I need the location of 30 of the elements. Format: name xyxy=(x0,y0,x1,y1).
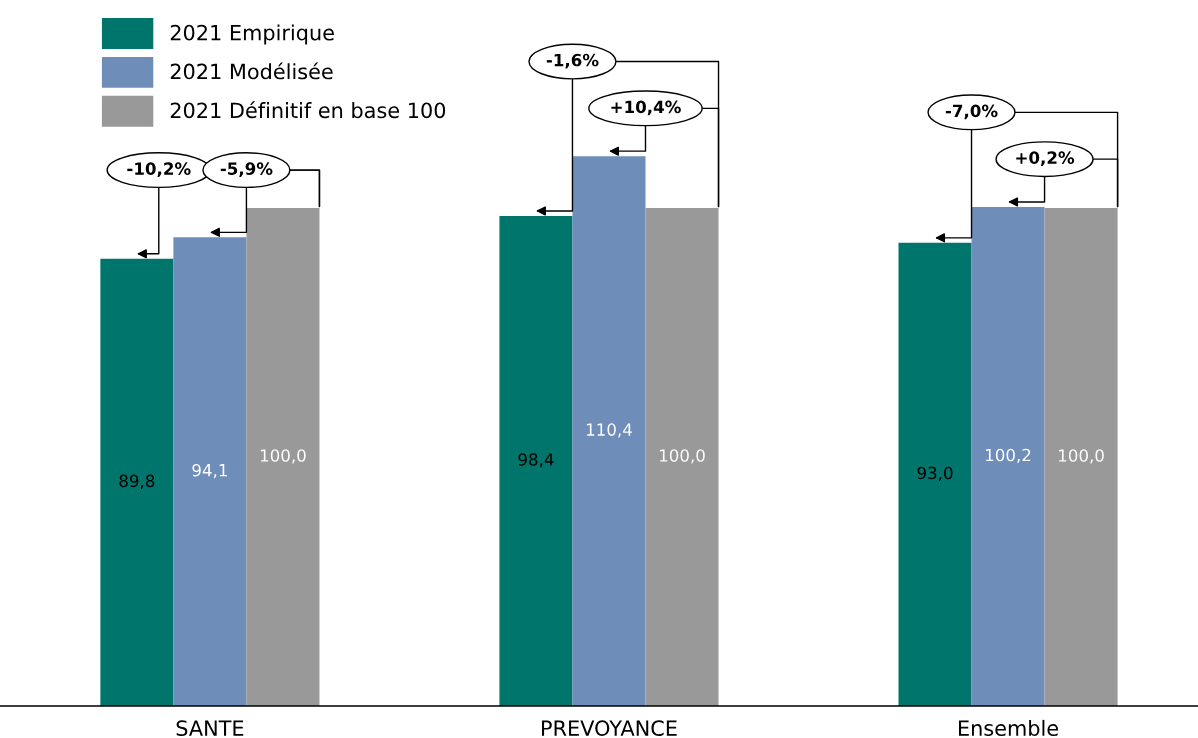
data-label: 100,2 xyxy=(986,448,1031,464)
bar xyxy=(971,206,1045,706)
text: +10,4% xyxy=(611,100,681,116)
data-label: 89,8 xyxy=(119,474,155,489)
data-label: 100,0 xyxy=(1059,449,1104,464)
legend-label: 2021 Définitif en base 100 xyxy=(170,101,446,119)
x-tick-label: PREVOYANCE xyxy=(542,720,677,737)
bar xyxy=(898,242,972,706)
data-label: 98,4 xyxy=(518,453,554,468)
bar xyxy=(645,207,719,706)
data-label: 100,0 xyxy=(260,449,306,464)
bar xyxy=(572,156,646,706)
annotation: -10,2% xyxy=(127,162,191,178)
bar xyxy=(173,237,247,706)
text: -1,6% xyxy=(546,53,599,69)
data-label: 100,0 xyxy=(659,449,705,464)
annotation: +0,2% xyxy=(1016,151,1075,167)
data-label: 94,1 xyxy=(192,463,227,479)
legend-label: 2021 Modélisée xyxy=(170,62,333,80)
x-tick-label: SANTE xyxy=(176,720,244,737)
text: -7,0% xyxy=(945,104,998,120)
bar xyxy=(246,207,320,706)
data-label: 110,4 xyxy=(586,423,632,438)
legend-label: 2021 Empirique xyxy=(170,24,334,45)
x-tick-label: Ensemble xyxy=(959,719,1059,737)
bar xyxy=(499,215,573,706)
bar xyxy=(1044,207,1118,706)
annotation: -5,9% xyxy=(220,162,273,178)
bar xyxy=(100,258,174,706)
data-label: 93,0 xyxy=(917,466,953,481)
